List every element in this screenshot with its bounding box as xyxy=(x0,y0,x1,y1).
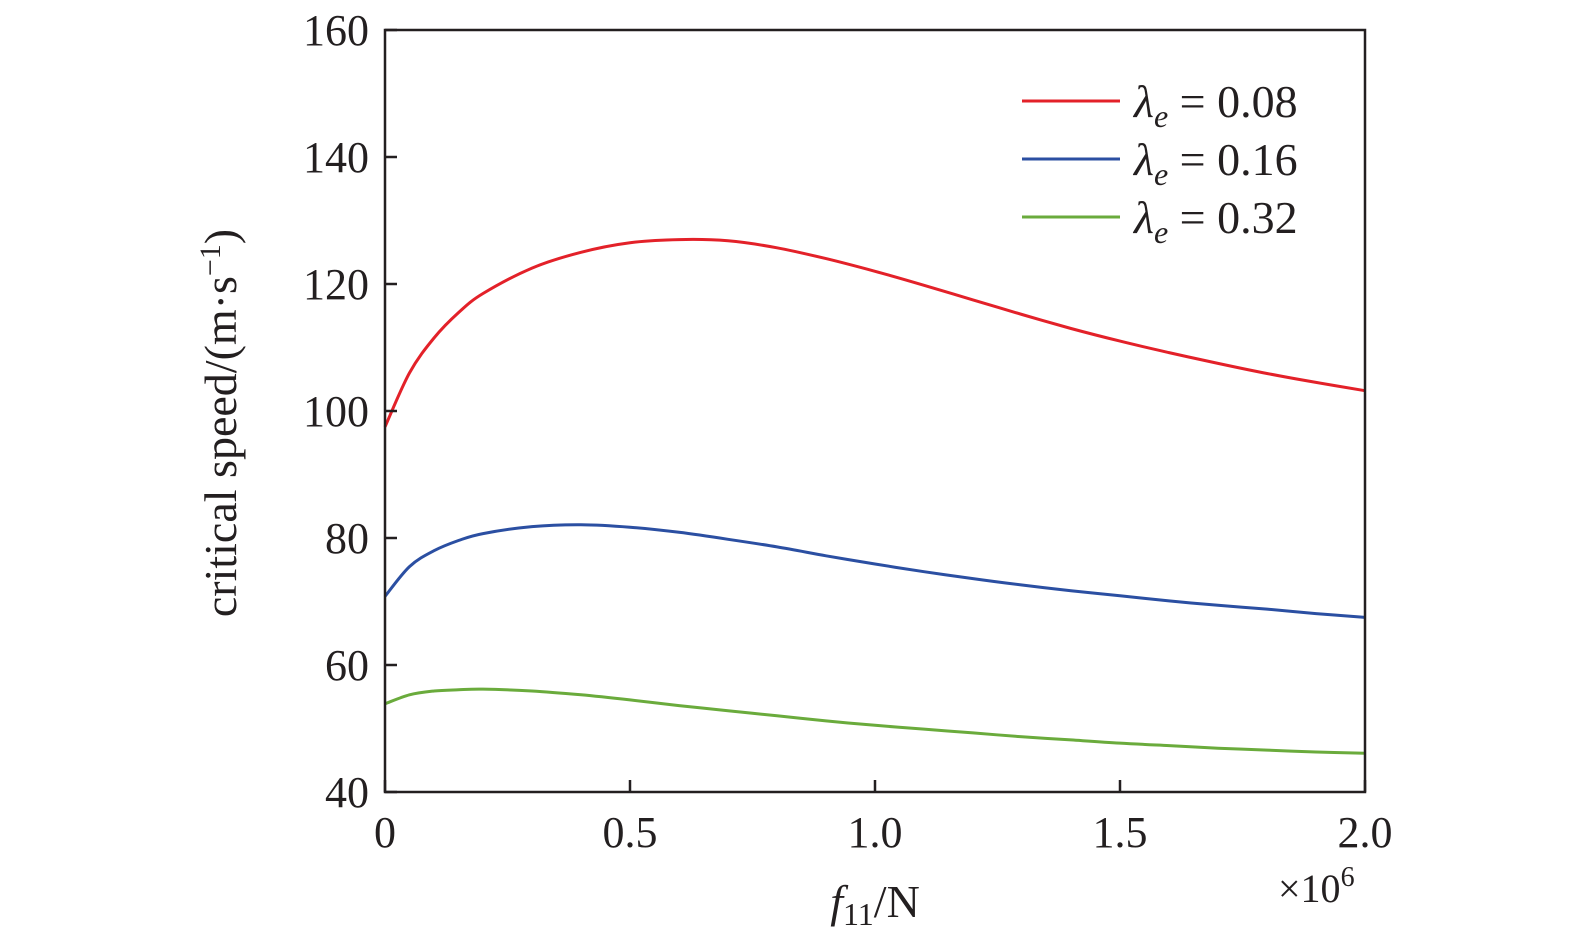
series-line-1 xyxy=(383,237,1366,428)
x-axis-var-subscript: 11 xyxy=(843,896,874,932)
y-axis-label-sup: −1 xyxy=(194,244,227,276)
y-tick-label: 60 xyxy=(325,641,369,690)
x-tick-label: 1.5 xyxy=(1093,808,1148,857)
x-axis-label: f11/N xyxy=(830,876,920,932)
series-line-3 xyxy=(384,687,1366,755)
x-tick-label: 2.0 xyxy=(1338,808,1393,857)
y-axis-label-main: critical speed/(m·s xyxy=(195,276,246,617)
legend-label-2: λe = 0.16 xyxy=(1132,134,1298,192)
x-tick-label: 1.0 xyxy=(848,808,903,857)
y-axis-label: critical speed/(m·s−1) xyxy=(194,229,246,617)
legend-label-3: λe = 0.32 xyxy=(1132,192,1298,250)
y-tick-label: 100 xyxy=(303,387,369,436)
y-tick-label: 140 xyxy=(303,133,369,182)
series-line-2 xyxy=(383,523,1366,619)
y-tick-label: 40 xyxy=(325,768,369,817)
y-tick-label: 160 xyxy=(303,6,369,55)
x-axis-unit: /N xyxy=(874,876,920,927)
x-tick-label: 0 xyxy=(374,808,396,857)
axis-ticks: 40 60 80 100 120 140 160 0 0.5 1.0 1.5 2.0 xyxy=(303,6,1393,857)
x-multiplier-base: ×10 xyxy=(1278,866,1341,911)
x-axis-multiplier: ×106 xyxy=(1278,862,1355,911)
series-layer xyxy=(383,237,1366,755)
y-axis-label-close: ) xyxy=(195,229,246,244)
y-tick-label: 80 xyxy=(325,514,369,563)
y-tick-label: 120 xyxy=(303,260,369,309)
legend-label-1: λe = 0.08 xyxy=(1132,76,1298,134)
x-multiplier-exponent: 6 xyxy=(1341,862,1355,893)
x-tick-label: 0.5 xyxy=(603,808,658,857)
